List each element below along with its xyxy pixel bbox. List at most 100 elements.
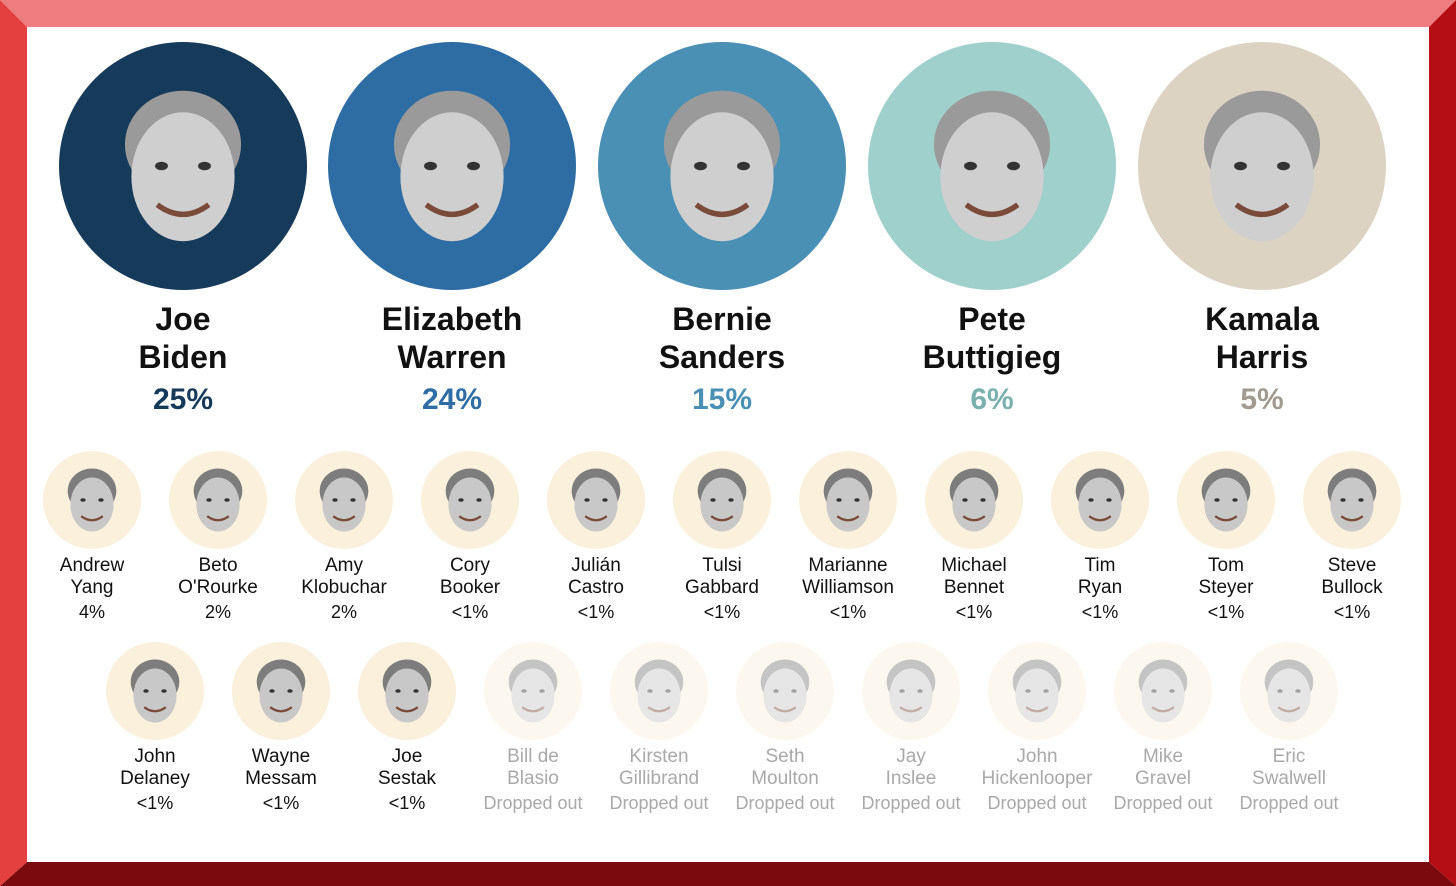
- candidate-poll-percent: 25%: [152, 383, 214, 416]
- candidate-first-name: Joe: [155, 301, 211, 337]
- candidate-first-name: Pete: [958, 301, 1026, 337]
- dropped-out-label: Dropped out: [735, 793, 835, 813]
- candidate-name: Julián Castro: [531, 555, 661, 599]
- candidate-photo-icon: [1303, 451, 1401, 549]
- candidate-last-name: Delaney: [120, 768, 190, 789]
- candidate-name: Marianne Williamson: [783, 555, 913, 599]
- candidate-last-name: Swalwell: [1252, 768, 1326, 789]
- candidate-card: Andrew Yang 4%: [27, 451, 157, 623]
- candidate-card: Tom Steyer <1%: [1161, 451, 1291, 623]
- candidate-first-name: Bill de: [507, 746, 559, 767]
- dropped-out-label: Dropped out: [1113, 793, 1213, 813]
- candidate-name: Pete Buttigieg: [867, 300, 1117, 376]
- candidate-first-name: Andrew: [59, 555, 125, 576]
- candidate-photo-icon: [421, 451, 519, 549]
- dropped-out-label: Dropped out: [1239, 793, 1339, 813]
- candidate-poll-percent: <1%: [388, 793, 426, 813]
- candidate-name: Andrew Yang: [27, 555, 157, 599]
- candidate-photo-icon: [328, 42, 576, 290]
- candidate-name: Bill de Blasio: [468, 746, 598, 790]
- dropped-candidate-card: Jay Inslee Dropped out: [846, 642, 976, 814]
- frame-border-top: [0, 0, 1456, 27]
- candidate-card: Cory Booker <1%: [405, 451, 535, 623]
- candidate-last-name: Williamson: [802, 577, 894, 598]
- candidate-poll-percent: <1%: [1333, 602, 1371, 622]
- candidate-poll-percent: <1%: [1081, 602, 1119, 622]
- candidate-last-name: Buttigieg: [922, 339, 1062, 375]
- candidate-first-name: Marianne: [808, 555, 888, 576]
- candidate-photo-icon: [547, 451, 645, 549]
- candidate-name: Joe Biden: [58, 300, 308, 376]
- candidate-name: Steve Bullock: [1287, 555, 1417, 599]
- candidate-name: Joe Sestak: [342, 746, 472, 790]
- candidate-last-name: O'Rourke: [178, 577, 258, 598]
- candidate-last-name: Gabbard: [685, 577, 759, 598]
- dropped-candidate-card: Mike Gravel Dropped out: [1098, 642, 1228, 814]
- candidate-card: Michael Bennet <1%: [909, 451, 1039, 623]
- candidate-last-name: Castro: [568, 577, 624, 598]
- candidate-name: Beto O'Rourke: [153, 555, 283, 599]
- candidate-photo-icon: [295, 451, 393, 549]
- candidate-photo-icon: [358, 642, 456, 740]
- candidate-last-name: Inslee: [885, 768, 937, 789]
- candidate-last-name: Hickenlooper: [981, 768, 1093, 789]
- candidate-first-name: Eric: [1272, 746, 1306, 767]
- candidate-card: Amy Klobuchar 2%: [279, 451, 409, 623]
- leader-card: Kamala Harris 5%: [1137, 42, 1387, 418]
- candidate-photo-icon: [988, 642, 1086, 740]
- candidate-first-name: Wayne: [251, 746, 311, 767]
- candidate-photo-icon: [862, 642, 960, 740]
- candidate-poll-percent: <1%: [703, 602, 741, 622]
- candidate-first-name: Julián: [571, 555, 621, 576]
- candidate-poll-percent: 4%: [78, 602, 105, 622]
- candidate-first-name: Tim: [1084, 555, 1116, 576]
- candidate-photo-icon: [59, 42, 307, 290]
- candidate-name: Wayne Messam: [216, 746, 346, 790]
- leader-card: Elizabeth Warren 24%: [327, 42, 577, 418]
- candidate-photo-icon: [169, 451, 267, 549]
- candidate-name: Tom Steyer: [1161, 555, 1291, 599]
- candidate-card: Marianne Williamson <1%: [783, 451, 913, 623]
- candidate-poll-percent: 5%: [1240, 383, 1284, 416]
- candidate-card: John Delaney <1%: [90, 642, 220, 814]
- candidate-photo-icon: [1051, 451, 1149, 549]
- candidate-photo-icon: [736, 642, 834, 740]
- candidate-first-name: Beto: [198, 555, 238, 576]
- candidate-poll-percent: <1%: [262, 793, 300, 813]
- dropped-out-label: Dropped out: [483, 793, 583, 813]
- leader-card: Joe Biden 25%: [58, 42, 308, 418]
- candidate-first-name: Cory: [449, 555, 491, 576]
- candidate-first-name: Kamala: [1205, 301, 1319, 337]
- candidate-first-name: Bernie: [672, 301, 772, 337]
- candidate-first-name: John: [1016, 746, 1058, 767]
- candidate-first-name: Michael: [941, 555, 1007, 576]
- candidate-last-name: Sestak: [377, 768, 437, 789]
- candidate-first-name: Tulsi: [702, 555, 742, 576]
- candidate-photo-icon: [1138, 42, 1386, 290]
- candidate-poll-percent: <1%: [829, 602, 867, 622]
- candidate-name: Eric Swalwell: [1224, 746, 1354, 790]
- candidate-last-name: Messam: [245, 768, 317, 789]
- candidate-last-name: Steyer: [1198, 577, 1254, 598]
- candidate-name: Mike Gravel: [1098, 746, 1228, 790]
- candidate-name: Elizabeth Warren: [327, 300, 577, 376]
- candidate-name: Seth Moulton: [720, 746, 850, 790]
- candidate-last-name: Gravel: [1135, 768, 1191, 789]
- candidate-name: Kirsten Gillibrand: [594, 746, 724, 790]
- candidate-poll-percent: <1%: [577, 602, 615, 622]
- candidate-first-name: Amy: [325, 555, 363, 576]
- candidate-first-name: Steve: [1327, 555, 1377, 576]
- candidate-name: Michael Bennet: [909, 555, 1039, 599]
- candidate-photo-icon: [232, 642, 330, 740]
- candidate-name: John Hickenlooper: [972, 746, 1102, 790]
- candidate-poll-percent: 2%: [204, 602, 231, 622]
- dropped-candidate-card: Kirsten Gillibrand Dropped out: [594, 642, 724, 814]
- dropped-candidate-card: Eric Swalwell Dropped out: [1224, 642, 1354, 814]
- candidate-last-name: Biden: [138, 339, 228, 375]
- candidate-last-name: Warren: [397, 339, 507, 375]
- candidate-photo-icon: [799, 451, 897, 549]
- candidate-poll-percent: <1%: [955, 602, 993, 622]
- dropped-out-label: Dropped out: [987, 793, 1087, 813]
- frame-border-bottom: [0, 862, 1456, 886]
- candidate-card: Beto O'Rourke 2%: [153, 451, 283, 623]
